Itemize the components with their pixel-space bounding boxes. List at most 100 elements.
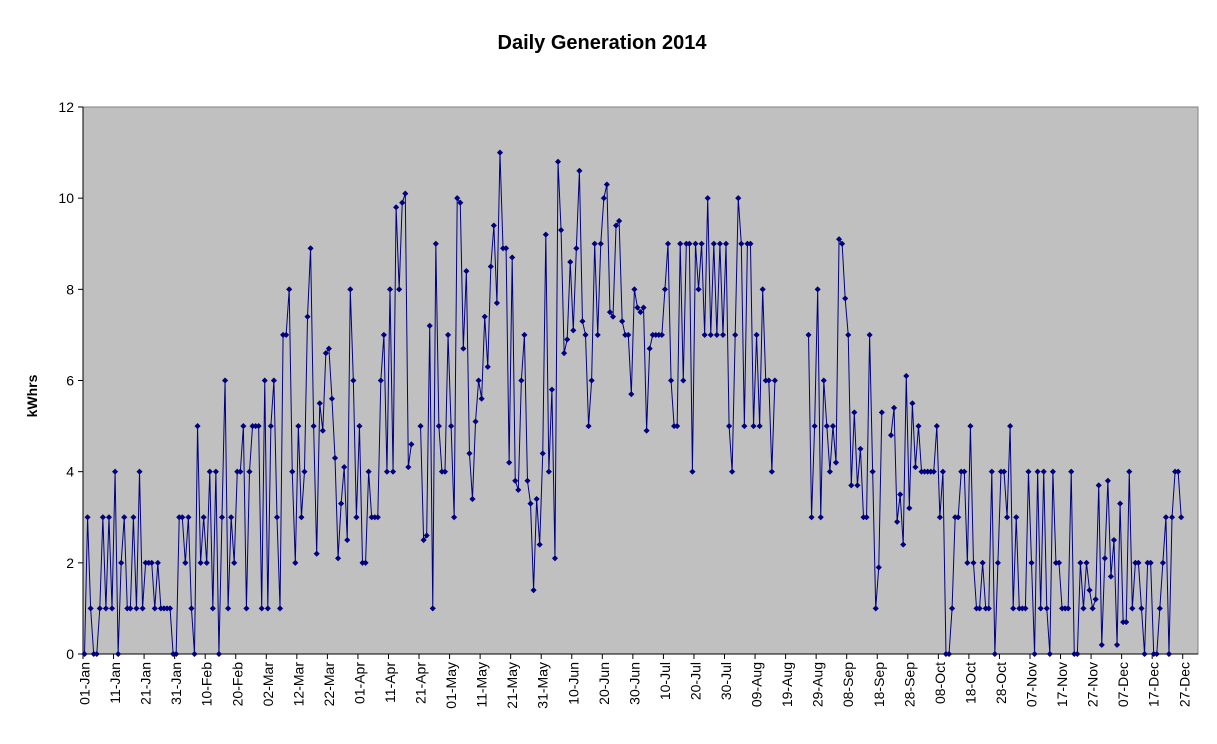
data-point [686, 240, 693, 247]
data-point [1147, 559, 1154, 566]
data-point [848, 482, 855, 489]
data-point [964, 559, 971, 566]
data-point [133, 605, 140, 612]
data-point [817, 514, 824, 521]
x-tick-label: 10-Feb [199, 662, 215, 707]
x-tick-label: 07-Dec [1115, 662, 1131, 707]
data-point [273, 514, 281, 521]
data-point [564, 336, 571, 343]
data-point [955, 514, 962, 521]
data-point [533, 495, 540, 503]
data-point [380, 331, 388, 339]
data-point [310, 422, 317, 430]
data-point [139, 605, 146, 612]
data-point [689, 468, 696, 475]
data-point [505, 459, 513, 466]
data-point [331, 454, 339, 462]
data-point [887, 432, 895, 439]
data-point [304, 313, 311, 320]
data-point [637, 308, 644, 316]
data-point [579, 318, 586, 325]
data-point [295, 422, 302, 430]
data-point [976, 605, 983, 612]
data-point [842, 295, 849, 302]
data-point [215, 650, 223, 658]
data-point [557, 226, 565, 234]
data-point [725, 422, 733, 430]
data-point [341, 463, 348, 471]
data-point [515, 486, 522, 494]
x-tick-label: 11-Jan [107, 662, 123, 704]
data-point [606, 308, 614, 316]
data-point [903, 372, 910, 380]
data-point [1156, 605, 1163, 612]
x-tick-label: 27-Nov [1085, 662, 1101, 707]
data-point [267, 422, 275, 430]
data-point [212, 468, 220, 475]
x-tick-label: 29-Aug [810, 662, 826, 707]
data-point [1159, 559, 1167, 566]
data-point [166, 605, 174, 612]
data-point [820, 377, 827, 384]
series-line [84, 193, 412, 655]
data-point [286, 286, 293, 293]
data-point [173, 650, 180, 658]
data-point [423, 532, 430, 539]
data-point [1065, 605, 1072, 612]
data-point [542, 231, 549, 238]
data-point [603, 181, 611, 188]
data-point [521, 331, 528, 339]
data-point [646, 345, 653, 352]
data-point [771, 377, 779, 384]
data-point [383, 468, 391, 475]
data-point [970, 559, 977, 566]
data-point [713, 331, 721, 339]
data-point [573, 245, 580, 252]
data-point [832, 459, 840, 466]
data-point [750, 422, 757, 430]
data-point [1101, 555, 1108, 562]
data-point [878, 409, 885, 416]
data-point [203, 559, 210, 566]
data-point [722, 240, 730, 247]
data-point [444, 331, 452, 339]
data-point [1104, 477, 1112, 484]
data-point [457, 199, 464, 206]
data-point [316, 400, 323, 407]
data-point [478, 395, 485, 402]
data-point [1025, 468, 1032, 475]
data-point [1000, 468, 1008, 475]
data-point [218, 514, 226, 521]
data-point [402, 190, 409, 197]
data-point [845, 331, 852, 339]
data-point [768, 468, 776, 475]
data-point [493, 299, 501, 307]
data-point [915, 422, 922, 430]
data-point [756, 422, 763, 430]
data-point [695, 286, 702, 293]
data-point [1043, 605, 1050, 612]
data-point [99, 514, 107, 521]
data-point [1068, 468, 1075, 475]
data-point [512, 477, 519, 484]
data-point [197, 559, 204, 566]
data-point [237, 468, 244, 475]
data-point [582, 331, 589, 339]
data-point [1077, 559, 1084, 566]
x-tick-label: 17-Nov [1054, 662, 1070, 707]
data-point [1095, 482, 1102, 489]
data-point [945, 650, 953, 658]
x-tick-label: 27-Dec [1176, 662, 1192, 707]
x-tick-label: 21-Apr [413, 662, 429, 704]
data-point [1110, 536, 1118, 544]
data-point [967, 422, 974, 430]
data-point [481, 313, 488, 320]
data-point [179, 514, 186, 521]
data-point [490, 222, 498, 229]
data-point [154, 559, 161, 566]
data-point [469, 495, 476, 503]
data-point [270, 377, 278, 384]
data-point [240, 422, 247, 430]
data-point [661, 286, 669, 293]
data-point [417, 422, 424, 430]
